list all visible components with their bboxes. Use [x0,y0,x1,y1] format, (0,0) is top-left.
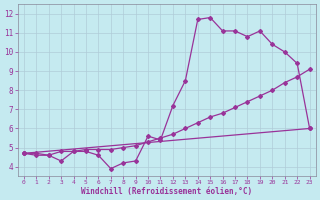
X-axis label: Windchill (Refroidissement éolien,°C): Windchill (Refroidissement éolien,°C) [81,187,252,196]
